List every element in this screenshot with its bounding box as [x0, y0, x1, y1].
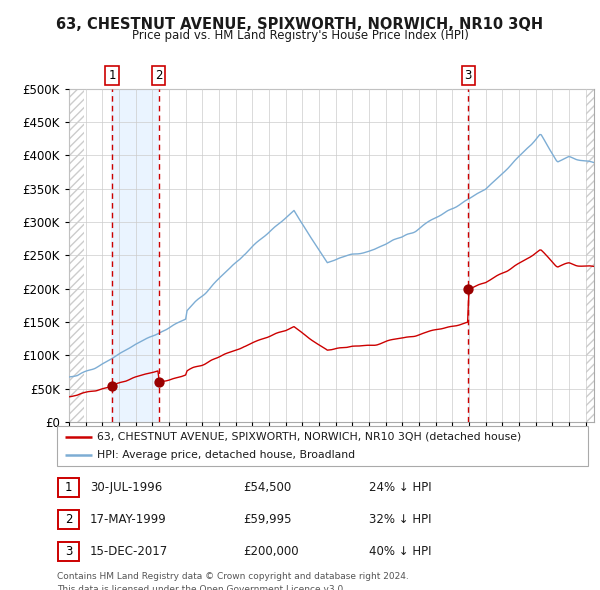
Text: This data is licensed under the Open Government Licence v3.0.: This data is licensed under the Open Gov…: [57, 585, 346, 590]
Point: [464, 284, 473, 293]
Text: £59,995: £59,995: [243, 513, 292, 526]
Text: 17-MAY-1999: 17-MAY-1999: [90, 513, 167, 526]
Text: 24% ↓ HPI: 24% ↓ HPI: [369, 481, 431, 494]
Text: Price paid vs. HM Land Registry's House Price Index (HPI): Price paid vs. HM Land Registry's House …: [131, 30, 469, 42]
FancyBboxPatch shape: [58, 510, 79, 529]
Text: £200,000: £200,000: [243, 545, 299, 558]
Text: 30-JUL-1996: 30-JUL-1996: [90, 481, 162, 494]
Text: 1: 1: [108, 68, 116, 81]
Bar: [586, 88, 594, 422]
Text: 2: 2: [65, 513, 72, 526]
Point: [107, 381, 117, 390]
Bar: [111, 88, 160, 422]
FancyBboxPatch shape: [57, 426, 588, 466]
Text: 32% ↓ HPI: 32% ↓ HPI: [369, 513, 431, 526]
Text: £54,500: £54,500: [243, 481, 291, 494]
Text: 1: 1: [65, 481, 72, 494]
Point: [154, 377, 163, 386]
Text: 63, CHESTNUT AVENUE, SPIXWORTH, NORWICH, NR10 3QH: 63, CHESTNUT AVENUE, SPIXWORTH, NORWICH,…: [56, 17, 544, 31]
FancyBboxPatch shape: [58, 478, 79, 497]
FancyBboxPatch shape: [58, 542, 79, 561]
Text: Contains HM Land Registry data © Crown copyright and database right 2024.: Contains HM Land Registry data © Crown c…: [57, 572, 409, 581]
Text: 3: 3: [464, 68, 472, 81]
Text: HPI: Average price, detached house, Broadland: HPI: Average price, detached house, Broa…: [97, 450, 355, 460]
Text: 2: 2: [155, 68, 163, 81]
Text: 15-DEC-2017: 15-DEC-2017: [90, 545, 168, 558]
Text: 3: 3: [65, 545, 72, 558]
Bar: [467, 88, 469, 422]
Bar: [69, 88, 85, 422]
Text: 63, CHESTNUT AVENUE, SPIXWORTH, NORWICH, NR10 3QH (detached house): 63, CHESTNUT AVENUE, SPIXWORTH, NORWICH,…: [97, 432, 521, 442]
Text: 40% ↓ HPI: 40% ↓ HPI: [369, 545, 431, 558]
